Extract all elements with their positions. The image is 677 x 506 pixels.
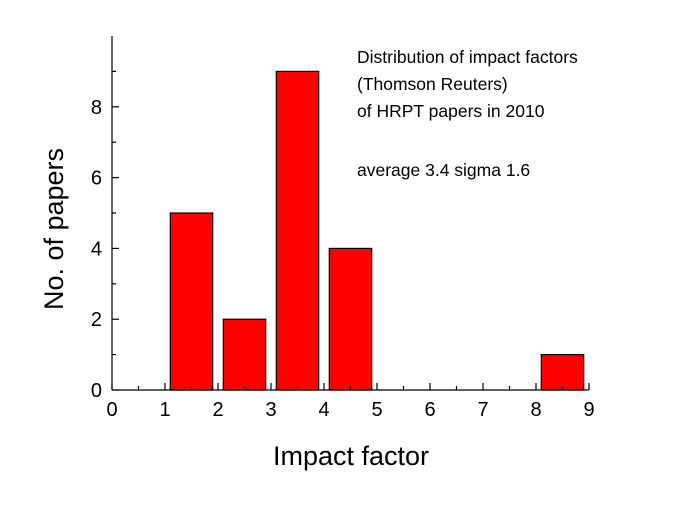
bar-0 [169, 212, 214, 391]
x-tick-label-9: 9 [583, 399, 594, 421]
x-tick-label-0: 0 [106, 399, 117, 421]
annotation-line-3: of HRPT papers in 2010 [357, 101, 545, 121]
y-tick-label-0: 0 [91, 380, 102, 402]
ticks [111, 70, 590, 391]
x-tick-label-5: 5 [371, 399, 382, 421]
annotation-line-1: Distribution of impact factors [357, 47, 578, 67]
x-axis-title: Impact factor [273, 441, 429, 471]
x-tick-label-4: 4 [318, 399, 329, 421]
bars [169, 70, 585, 391]
y-axis-title: No. of papers [39, 148, 69, 310]
x-tick-label-2: 2 [212, 399, 223, 421]
x-tick-label-3: 3 [265, 399, 276, 421]
annotation-line-2: (Thomson Reuters) [357, 74, 508, 94]
x-tick-label-7: 7 [477, 399, 488, 421]
y-tick-label-2: 4 [91, 238, 102, 260]
x-tick-label-1: 1 [159, 399, 170, 421]
annotation-stats: average 3.4 sigma 1.6 [357, 160, 530, 180]
y-tick-label-3: 6 [91, 168, 102, 190]
y-tick-label-4: 8 [91, 97, 102, 119]
tick-labels: 0 1 2 3 4 5 6 7 8 9 0 2 4 6 8 [91, 97, 595, 421]
x-tick-label-6: 6 [424, 399, 435, 421]
bar-2 [275, 70, 320, 391]
annotation-block: Distribution of impact factors (Thomson … [357, 47, 578, 180]
bar-1 [222, 318, 267, 391]
bar-3 [328, 247, 373, 391]
x-tick-label-8: 8 [530, 399, 541, 421]
y-tick-label-1: 2 [91, 309, 102, 331]
bar-4 [540, 354, 585, 391]
